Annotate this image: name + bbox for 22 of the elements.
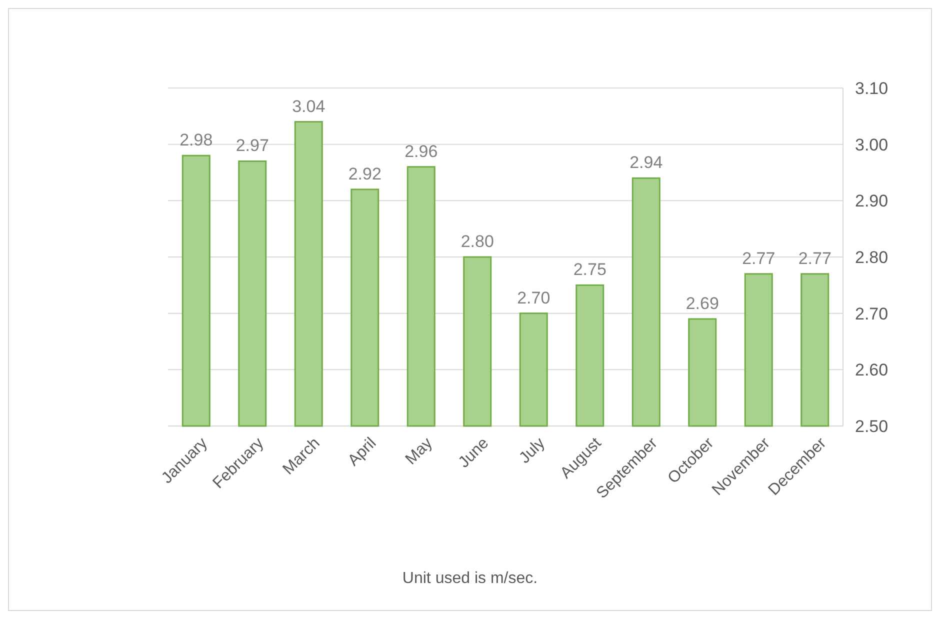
data-label: 2.98 xyxy=(180,130,213,150)
data-label: 2.97 xyxy=(236,136,269,156)
data-label: 2.80 xyxy=(460,232,494,251)
data-label: 2.70 xyxy=(517,288,550,308)
y-tick-label: 2.70 xyxy=(855,304,888,324)
data-label: 2.94 xyxy=(630,153,663,172)
text: Unit used is m/sec. xyxy=(402,570,538,587)
y-tick-label: 2.60 xyxy=(855,360,888,380)
data-label: 2.75 xyxy=(573,260,606,280)
data-label: 2.69 xyxy=(686,294,719,313)
y-tick-label: 3.00 xyxy=(855,135,888,154)
data-label: 2.77 xyxy=(742,248,776,268)
data-label: 3.04 xyxy=(292,96,326,116)
data-label: 2.77 xyxy=(798,248,832,268)
data-label: 2.92 xyxy=(348,164,382,184)
x-tick-label: May xyxy=(402,434,436,468)
x-tick-label: July xyxy=(516,434,548,467)
y-tick-label: 3.10 xyxy=(855,78,888,98)
data-label: 2.96 xyxy=(404,142,438,161)
y-tick-label: 2.50 xyxy=(855,416,888,436)
y-tick-label: 2.90 xyxy=(855,192,888,211)
y-tick-label: 2.80 xyxy=(855,248,888,267)
